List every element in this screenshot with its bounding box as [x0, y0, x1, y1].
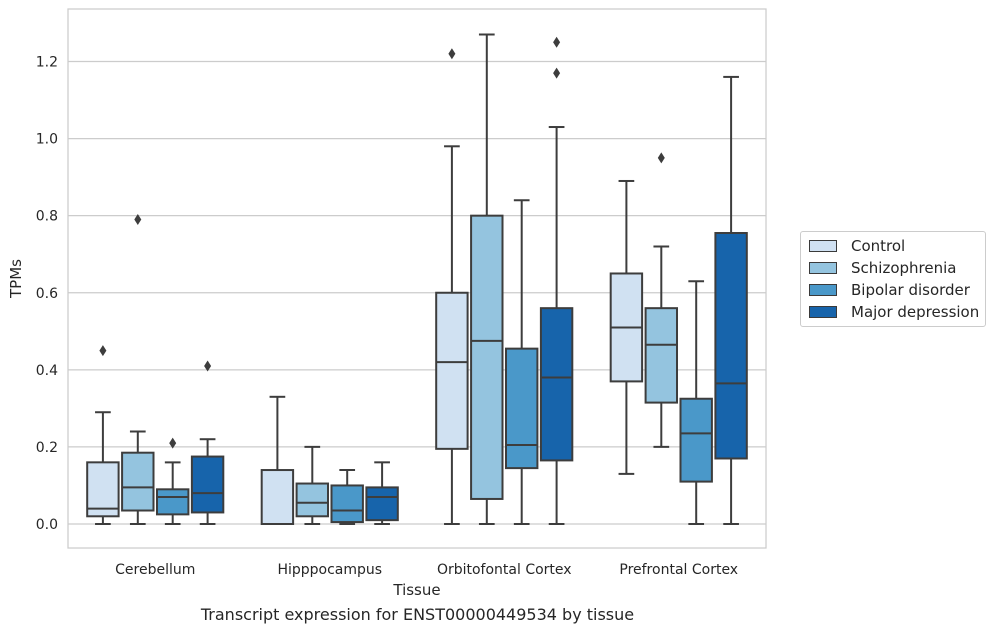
box-body [714, 232, 748, 460]
box-2-1 [470, 33, 504, 525]
box-3-1 [644, 152, 679, 448]
x-tick-label-0: Cerebellum [115, 562, 195, 578]
box-body [121, 451, 155, 512]
box-body [86, 461, 120, 518]
box-body [644, 307, 679, 404]
box-2-0 [435, 48, 469, 525]
box-2-3 [539, 36, 574, 525]
box-body [295, 482, 330, 518]
x-axis-label: Tissue [392, 581, 440, 599]
outlier-point [169, 437, 177, 449]
legend-swatch-bipolar-disorder [809, 284, 837, 296]
gridlines [68, 60, 766, 525]
x-tick-label-1: Hipppocampus [277, 562, 382, 578]
outlier-point [99, 345, 107, 357]
legend-label-schizophrenia: Schizophrenia [851, 259, 957, 277]
y-tick-label-0: 0.0 [36, 517, 58, 533]
figure-caption: Transcript expression for ENST0000044953… [200, 605, 635, 624]
box-1-2 [330, 469, 364, 525]
plot-frame [67, 8, 767, 549]
box-body [330, 484, 364, 524]
legend-item-bipolar-disorder: Bipolar disorder [809, 281, 970, 299]
y-tick-label-5: 1.0 [36, 132, 58, 148]
legend-item-major-depression: Major depression [809, 303, 979, 321]
box-1-3 [365, 461, 399, 525]
box-body [679, 397, 713, 483]
y-tick-labels: 0.0 0.2 0.4 0.6 0.8 1.0 1.2 [36, 55, 58, 534]
box-0-1 [121, 214, 155, 525]
x-tick-labels: Cerebellum Hipppocampus Orbitofontal Corte… [115, 562, 738, 578]
box-body [435, 291, 469, 450]
box-body [190, 455, 225, 514]
outlier-point [134, 214, 142, 226]
box-1-1 [295, 445, 330, 525]
y-tick-label-4: 0.8 [36, 209, 58, 225]
box-layer [86, 33, 748, 525]
box-0-2 [155, 437, 190, 525]
box-body [365, 486, 399, 522]
legend-swatch-major-depression [809, 306, 837, 318]
outlier-point [448, 48, 456, 60]
box-0-0 [86, 345, 120, 525]
box-body [155, 488, 190, 516]
box-body [539, 307, 574, 462]
legend-label-bipolar-disorder: Bipolar disorder [851, 281, 970, 299]
y-tick-label-3: 0.6 [36, 286, 58, 302]
box-2-2 [504, 199, 539, 525]
legend: Control Schizophrenia Bipolar disorder M… [800, 231, 986, 327]
box-body [260, 469, 295, 525]
box-body [470, 214, 504, 500]
box-3-3 [714, 75, 748, 525]
outlier-point [657, 152, 665, 164]
y-tick-label-2: 0.4 [36, 363, 58, 379]
y-tick-label-1: 0.2 [36, 440, 58, 456]
legend-item-control: Control [809, 237, 905, 255]
x-tick-label-2: Orbitofontal Cortex [437, 562, 572, 578]
box-3-0 [609, 179, 644, 475]
legend-swatch-control [809, 240, 837, 252]
y-axis-label: TPMs [7, 259, 25, 299]
y-tick-label-6: 1.2 [36, 55, 58, 71]
box-body [504, 347, 539, 470]
box-0-3 [190, 360, 225, 525]
outlier-point [553, 67, 561, 79]
box-3-2 [679, 280, 713, 525]
outlier-point [204, 360, 212, 372]
legend-label-major-depression: Major depression [851, 303, 980, 321]
legend-swatch-schizophrenia [809, 262, 837, 274]
x-tick-label-3: Prefrontal Cortex [619, 562, 738, 578]
legend-label-control: Control [851, 237, 906, 255]
legend-item-schizophrenia: Schizophrenia [809, 259, 956, 277]
outlier-point [553, 36, 561, 48]
box-1-0 [260, 395, 295, 525]
